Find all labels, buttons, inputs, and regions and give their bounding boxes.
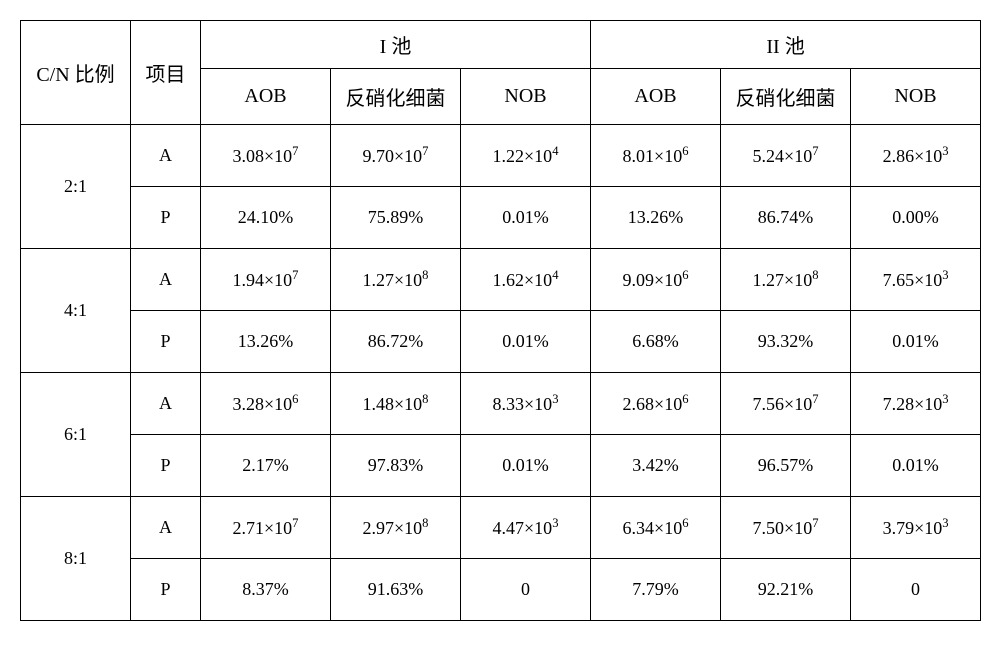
cell-pool1-nob: 0	[461, 559, 591, 621]
cell-pool2-nob: 7.65×103	[851, 249, 981, 311]
cell-project: P	[131, 187, 201, 249]
colgroup-pool2: II 池	[591, 21, 981, 69]
cell-pool2-aob: 7.79%	[591, 559, 721, 621]
table-row: 8:1A2.71×1072.97×1084.47×1036.34×1067.50…	[21, 497, 981, 559]
cell-pool1-nob: 4.47×103	[461, 497, 591, 559]
cell-project: P	[131, 435, 201, 497]
cell-pool2-denit: 1.27×108	[721, 249, 851, 311]
cell-pool2-denit: 86.74%	[721, 187, 851, 249]
col-pool1-nob: NOB	[461, 69, 591, 125]
cell-pool2-nob: 3.79×103	[851, 497, 981, 559]
cell-pool1-aob: 2.71×107	[201, 497, 331, 559]
cell-pool2-nob: 7.28×103	[851, 373, 981, 435]
cell-cn-ratio: 4:1	[21, 249, 131, 373]
cell-pool1-nob: 0.01%	[461, 435, 591, 497]
cell-pool2-denit: 5.24×107	[721, 125, 851, 187]
col-project: 项目	[131, 21, 201, 125]
cell-pool1-aob: 3.28×106	[201, 373, 331, 435]
cell-pool1-nob: 8.33×103	[461, 373, 591, 435]
col-pool2-denit: 反硝化细菌	[721, 69, 851, 125]
table-row: P8.37%91.63%07.79%92.21%0	[21, 559, 981, 621]
cell-pool2-aob: 3.42%	[591, 435, 721, 497]
table-row: P24.10%75.89%0.01%13.26%86.74%0.00%	[21, 187, 981, 249]
cell-pool2-nob: 2.86×103	[851, 125, 981, 187]
cell-pool1-aob: 1.94×107	[201, 249, 331, 311]
cell-project: P	[131, 559, 201, 621]
cell-pool1-aob: 8.37%	[201, 559, 331, 621]
table-body: 2:1A3.08×1079.70×1071.22×1048.01×1065.24…	[21, 125, 981, 621]
cell-pool1-nob: 1.22×104	[461, 125, 591, 187]
cell-pool1-nob: 0.01%	[461, 311, 591, 373]
col-pool2-nob: NOB	[851, 69, 981, 125]
cell-pool1-aob: 2.17%	[201, 435, 331, 497]
cell-cn-ratio: 2:1	[21, 125, 131, 249]
col-pool1-denit: 反硝化细菌	[331, 69, 461, 125]
cell-pool1-denit: 97.83%	[331, 435, 461, 497]
cell-pool2-aob: 2.68×106	[591, 373, 721, 435]
cell-pool2-aob: 9.09×106	[591, 249, 721, 311]
cell-pool2-nob: 0.00%	[851, 187, 981, 249]
cell-pool1-aob: 3.08×107	[201, 125, 331, 187]
cell-pool2-denit: 7.56×107	[721, 373, 851, 435]
table-row: P2.17%97.83%0.01%3.42%96.57%0.01%	[21, 435, 981, 497]
cell-pool2-aob: 8.01×106	[591, 125, 721, 187]
cell-pool2-denit: 92.21%	[721, 559, 851, 621]
table-row: P13.26%86.72%0.01%6.68%93.32%0.01%	[21, 311, 981, 373]
cell-pool1-denit: 75.89%	[331, 187, 461, 249]
cell-pool2-nob: 0.01%	[851, 311, 981, 373]
cell-pool1-nob: 0.01%	[461, 187, 591, 249]
cell-pool2-nob: 0	[851, 559, 981, 621]
cell-project: A	[131, 249, 201, 311]
cell-project: P	[131, 311, 201, 373]
table-header: C/N 比例 项目 I 池 II 池 AOB 反硝化细菌 NOB AOB 反硝化…	[21, 21, 981, 125]
cell-pool1-denit: 86.72%	[331, 311, 461, 373]
colgroup-pool1: I 池	[201, 21, 591, 69]
cell-pool2-denit: 96.57%	[721, 435, 851, 497]
cell-pool2-denit: 93.32%	[721, 311, 851, 373]
cell-pool1-nob: 1.62×104	[461, 249, 591, 311]
cell-pool1-denit: 91.63%	[331, 559, 461, 621]
cell-pool1-aob: 13.26%	[201, 311, 331, 373]
col-pool1-aob: AOB	[201, 69, 331, 125]
cell-pool2-aob: 13.26%	[591, 187, 721, 249]
cell-pool2-denit: 7.50×107	[721, 497, 851, 559]
table-row: 4:1A1.94×1071.27×1081.62×1049.09×1061.27…	[21, 249, 981, 311]
bacteria-count-table: C/N 比例 项目 I 池 II 池 AOB 反硝化细菌 NOB AOB 反硝化…	[20, 20, 981, 621]
cell-pool2-aob: 6.34×106	[591, 497, 721, 559]
cell-pool2-aob: 6.68%	[591, 311, 721, 373]
col-pool2-aob: AOB	[591, 69, 721, 125]
cell-pool1-aob: 24.10%	[201, 187, 331, 249]
cell-project: A	[131, 497, 201, 559]
cell-cn-ratio: 6:1	[21, 373, 131, 497]
table-row: 6:1A3.28×1061.48×1088.33×1032.68×1067.56…	[21, 373, 981, 435]
cell-cn-ratio: 8:1	[21, 497, 131, 621]
cell-pool2-nob: 0.01%	[851, 435, 981, 497]
cell-pool1-denit: 1.48×108	[331, 373, 461, 435]
cell-pool1-denit: 9.70×107	[331, 125, 461, 187]
col-cn-ratio: C/N 比例	[21, 21, 131, 125]
cell-project: A	[131, 373, 201, 435]
cell-project: A	[131, 125, 201, 187]
table-row: 2:1A3.08×1079.70×1071.22×1048.01×1065.24…	[21, 125, 981, 187]
cell-pool1-denit: 2.97×108	[331, 497, 461, 559]
cell-pool1-denit: 1.27×108	[331, 249, 461, 311]
